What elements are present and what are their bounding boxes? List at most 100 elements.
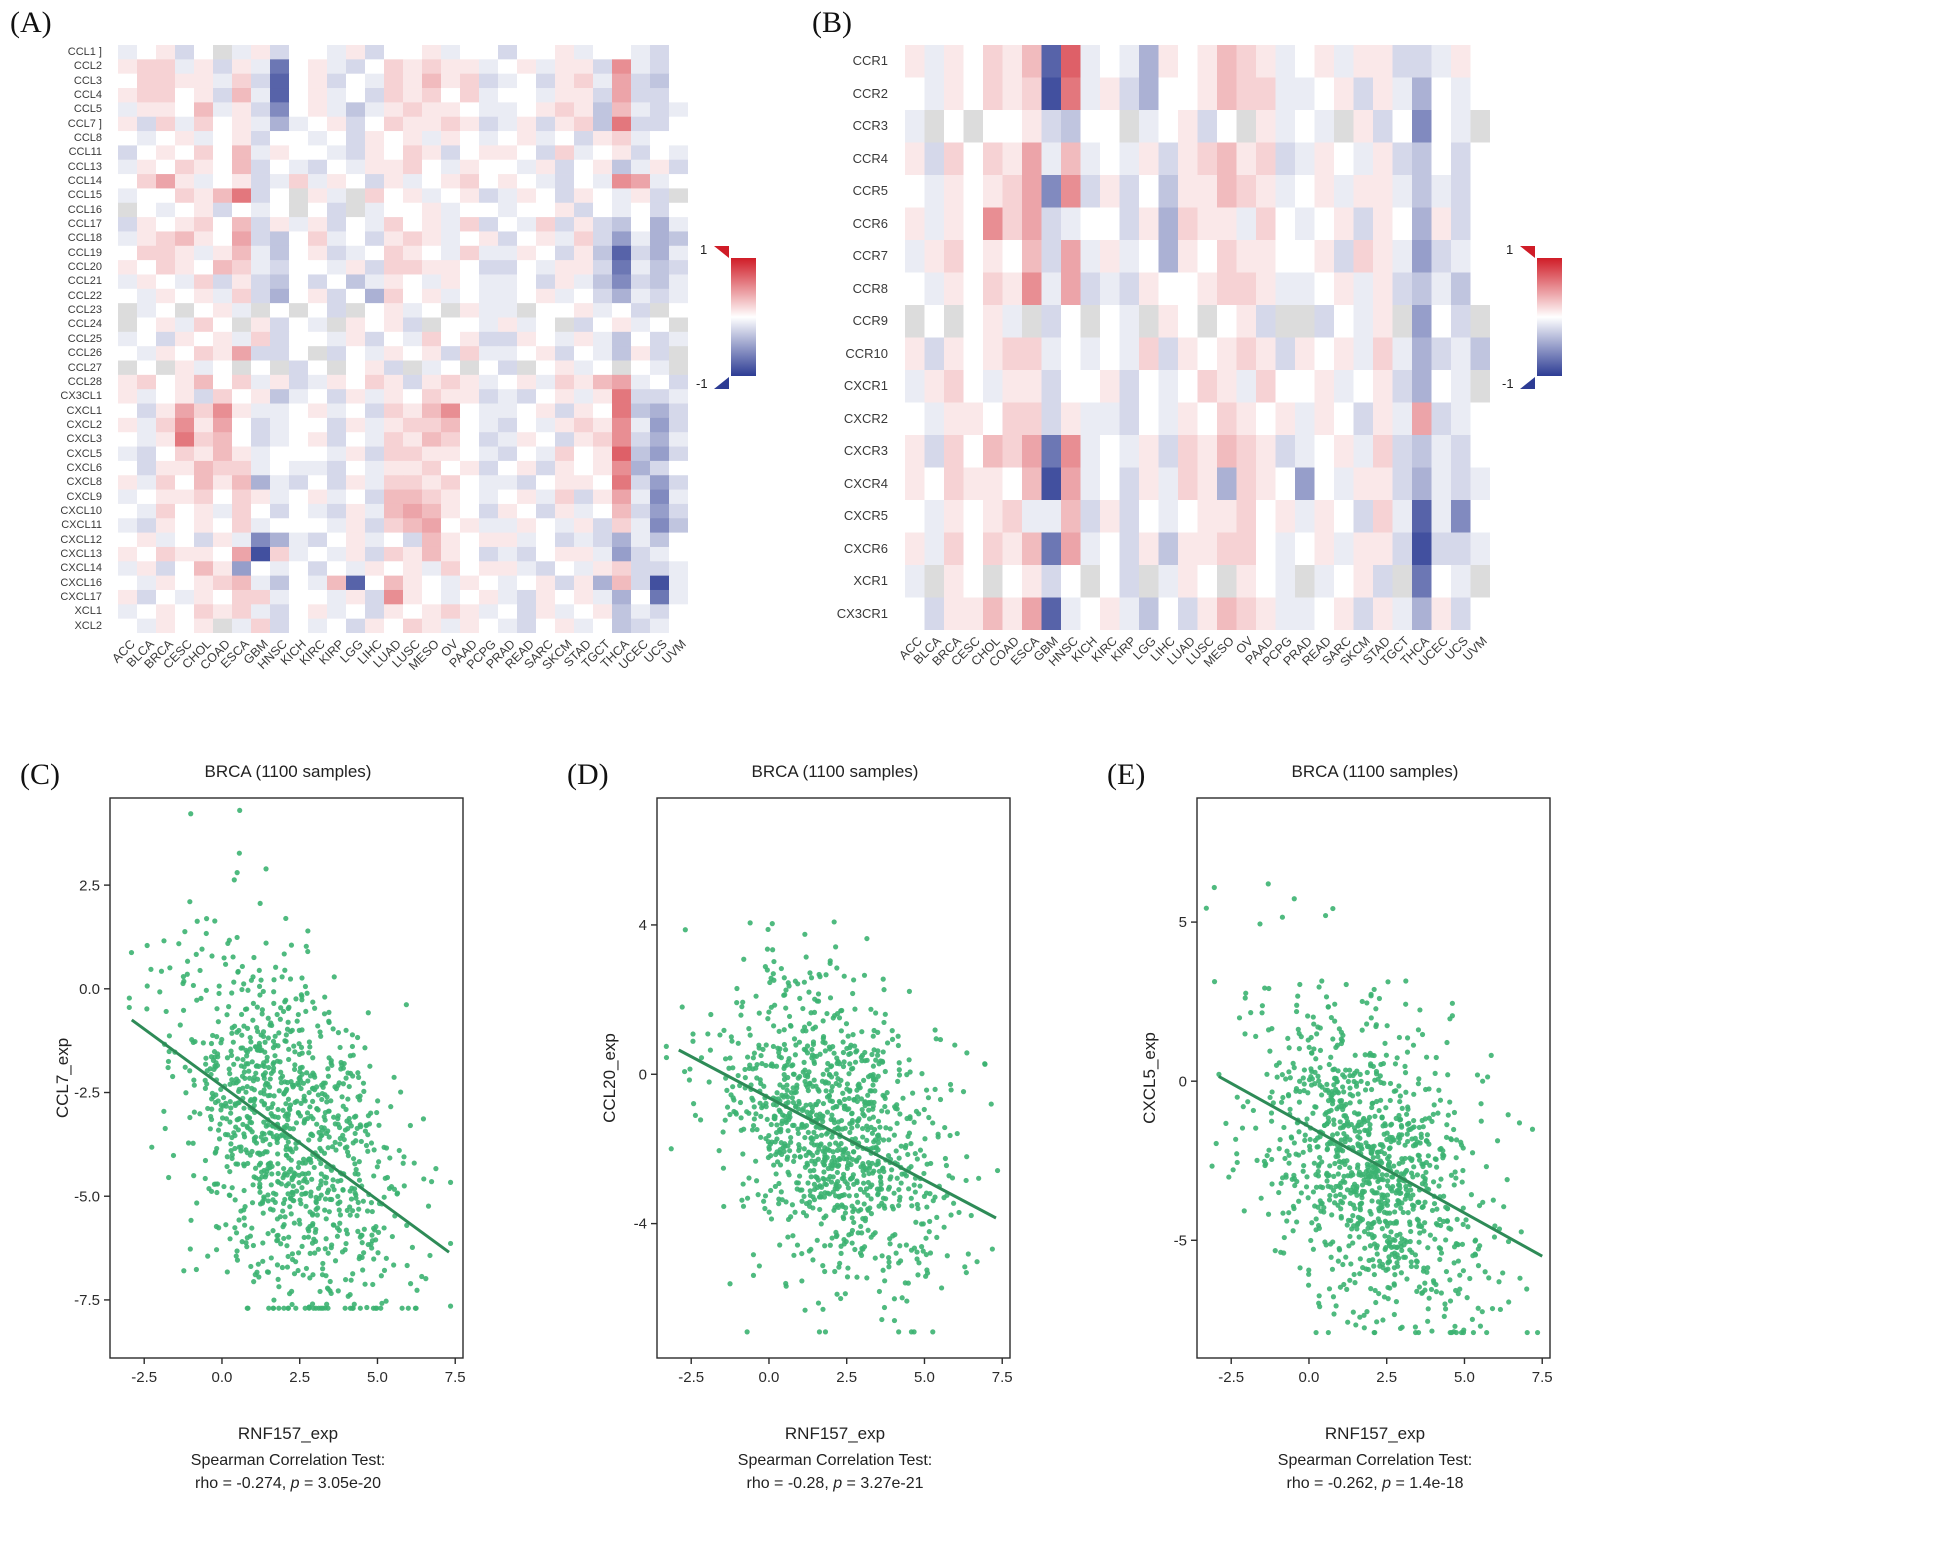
stats-test-name: Spearman Correlation Test: [1277,1452,1473,1469]
row-label: XCL2 [74,619,102,632]
heatmap-b-canvas [905,45,1490,630]
p-value: = 3.27e-21 [842,1475,924,1492]
row-label: CCR3 [852,118,888,133]
plot-title: BRCA (1100 samples) [204,762,372,781]
row-label: CCL14 [67,175,102,188]
row-label: CCL3 [73,74,102,87]
row-label: CXCL13 [60,547,102,560]
plot-title: BRCA (1100 samples) [751,762,919,781]
row-label: CXCR1 [843,378,888,393]
p-value: = 3.05e-20 [299,1475,381,1492]
row-label: CCL21 [67,275,102,288]
heatmap-a-col-labels: ACC BLCA BRCA CESC CHOL COAD ESCA GBM HNSC KICH KI… [109,637,718,767]
row-label: CXCL6 [66,461,102,474]
row-label: CCL8 [73,132,102,145]
row-label: CCR5 [852,183,888,198]
rho-value: rho = -0.28, [746,1475,834,1492]
colorbar-gradient [1537,258,1562,376]
scatter-panel-c: (C) BRCA (1100 samples) CCL7_exp RNF157_… [15,752,535,1552]
colorbar-max-label: 1 [1506,242,1514,257]
row-label: CXCR6 [843,540,888,556]
stats-test-name: Spearman Correlation Test: [737,1452,933,1469]
row-label: CXCL1 [66,404,102,417]
colorbar-high-clip-triangle-icon [714,246,729,258]
p-symbol: p [833,1475,843,1492]
row-label: CCL17 [67,218,102,231]
p-value: = 1.4e-18 [1391,1475,1464,1492]
panel-d-label: (D) [567,758,609,791]
row-label: CXCL5 [66,447,102,460]
scatter-c-canvas [55,790,475,1418]
scatter-d-canvas [602,790,1022,1418]
row-label: CCL11 [68,146,102,159]
stats-values: rho = -0.262, p = 1.4e-18 [1157,1475,1593,1493]
rho-value: rho = -0.262, [1286,1475,1383,1492]
colorbar-high-clip-triangle-icon [1520,246,1535,258]
colorbar-b: 1 -1 [1502,242,1584,442]
row-label: CCR6 [852,215,888,231]
row-label: CCL20 [67,261,102,274]
stats-values: rho = -0.28, p = 3.27e-21 [617,1475,1053,1493]
panel-c-label: (C) [20,758,60,791]
row-label: CXCL3 [66,433,102,446]
colorbar-max-label: 1 [700,242,708,257]
row-label: CXCL12 [60,533,102,546]
row-label: CCL4 [73,89,102,102]
panel-b-label: (B) [812,6,852,39]
panel-e-label: (E) [1107,758,1146,791]
colorbar-min-label: -1 [696,376,708,391]
scatter-panel-e: (E) BRCA (1100 samples) CXCL5_exp RNF157… [1102,752,1622,1552]
p-symbol: p [290,1475,300,1492]
row-label: CXCL14 [60,562,102,575]
p-symbol: p [1382,1475,1392,1492]
stats-test-name: Spearman Correlation Test: [190,1452,386,1469]
row-label: CX3CR1 [836,605,888,621]
colorbar-a: 1 -1 [696,242,778,442]
row-label: CXCL16 [60,576,102,589]
x-axis-label: RNF157_exp [237,1424,339,1443]
row-label: CCR7 [852,248,888,263]
row-label: CCL26 [67,347,102,360]
row-label: CXCR4 [843,475,888,491]
row-label: CXCL10 [60,504,102,517]
row-label: XCL1 [74,605,102,618]
colorbar-low-clip-triangle-icon [714,377,729,389]
colorbar-gradient [731,258,756,376]
row-label: CCL15 [67,189,102,202]
row-label: CCL23 [67,304,102,317]
row-label: CCL28 [67,375,102,388]
row-label: CCL7 ] [67,117,102,130]
x-axis-label: RNF157_exp [784,1424,886,1443]
heatmap-b-col-labels: ACC BLCA BRCA CESC CHOL COAD ESCA GBM HNSC KICH KI… [896,634,1505,764]
row-label: CCL18 [67,232,102,245]
row-label: CCL25 [67,332,102,345]
row-label: CCR10 [845,345,888,361]
stats-values: rho = -0.274, p = 3.05e-20 [70,1475,506,1493]
row-label: CCL22 [67,289,102,302]
panel-a-label: (A) [10,6,52,39]
row-label: CCL16 [67,203,102,216]
row-label: CCR1 [852,53,888,68]
plot-title: BRCA (1100 samples) [1291,762,1459,781]
row-label: CXCR3 [843,443,888,458]
scatter-e-canvas [1142,790,1562,1418]
row-label: CXCL2 [66,418,102,431]
row-label: CCR4 [852,150,888,166]
row-label: CCL5 [73,103,102,116]
row-label: CXCL17 [60,590,102,603]
row-label: CXCL9 [66,490,102,503]
row-label: CCL19 [67,246,102,259]
row-label: CCR8 [852,280,888,296]
rho-value: rho = -0.274, [195,1475,291,1492]
heatmap-b-row-labels: CCR1 CCR2 CCR3 CCR4 CCR5 CCR6 CCR7 CCR8 CCR9 CCR1… [780,45,900,630]
colorbar-min-label: -1 [1502,376,1514,391]
row-label: CCL2 [73,60,102,73]
row-label: XCR1 [853,573,888,588]
row-label: CX3CL1 [60,390,102,403]
row-label: CCL13 [67,160,102,173]
row-label: CXCL11 [61,519,102,532]
x-axis-label: RNF157_exp [1324,1424,1426,1443]
heatmap-a-row-labels: CCL1 ] CCL2 CCL3 CCL4 CCL5 CCL7 ] CCL8 CCL11 CCL… [0,45,114,633]
row-label: CCR9 [852,313,888,328]
